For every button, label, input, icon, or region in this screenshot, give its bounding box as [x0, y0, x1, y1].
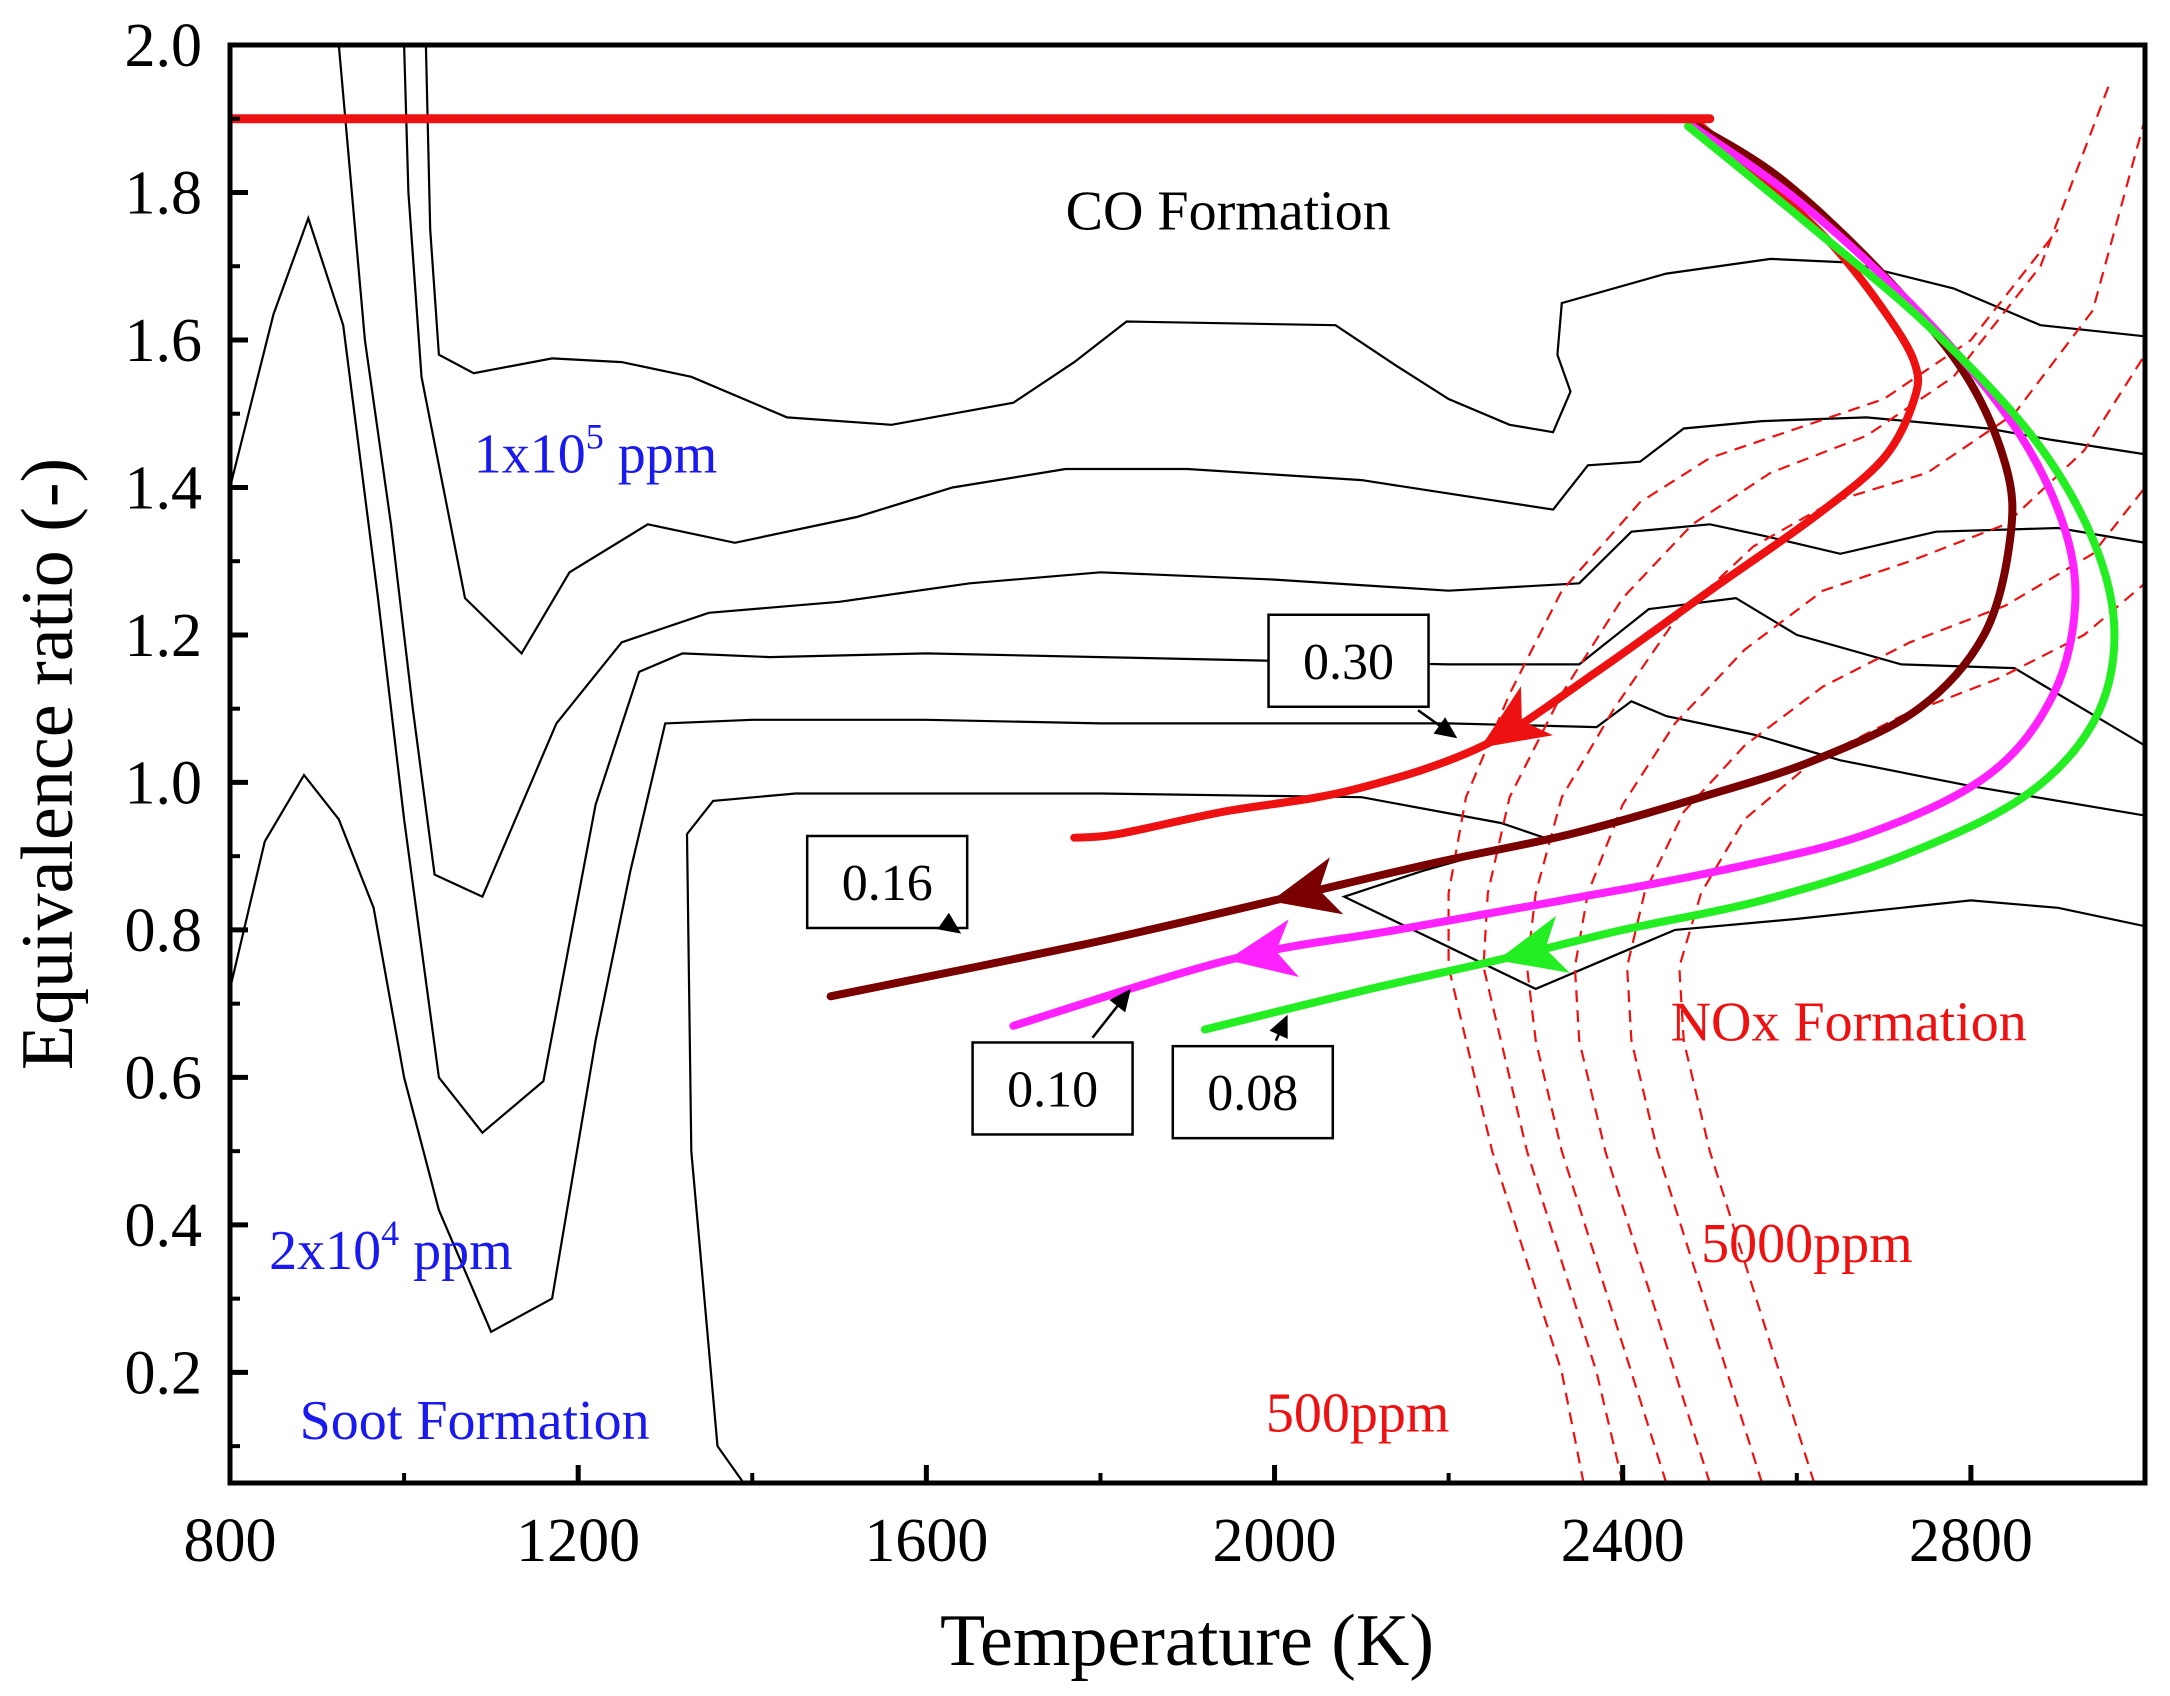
path-label-010: 0.10 [971, 988, 1134, 1136]
nox-contour-6 [1678, 582, 2145, 1483]
series-line-008 [1200, 122, 2119, 1034]
label-016-pointer-head [937, 912, 962, 934]
y-tick-label-2: 2.0 [125, 12, 203, 80]
co-contour-2 [403, 45, 2145, 656]
annotation-co-2e4: 2x104 ppm [269, 1213, 513, 1282]
label-010-pointer [1091, 999, 1124, 1039]
label-030-text: 0.30 [1303, 634, 1394, 691]
path-label-030: 0.30 [1267, 613, 1458, 739]
axis-ticks: 800 1200 1600 2000 2400 2800 0.2 0.4 0.6 0.8 1.0 1.… [125, 12, 2033, 1575]
path-series [230, 114, 2119, 1034]
x-tick-label-2000: 2000 [1213, 1507, 1337, 1575]
nox-contour-4 [1573, 354, 2145, 1483]
x-axis-title: Temperature (K) [940, 1600, 1434, 1682]
series-arrow-030 [1480, 686, 1553, 748]
series-arrow-016 [1270, 857, 1344, 915]
annotations: CO Formation 1x105 ppm 2x104 ppm Soot Forma… [269, 180, 2027, 1451]
co-contour-4 [230, 214, 2145, 1135]
x-tick-label-2800: 2800 [1909, 1507, 2033, 1575]
series-line-030 [1070, 122, 1923, 842]
y-tick-label-0.8: 0.8 [125, 897, 203, 965]
label-010-box [971, 1041, 1134, 1136]
series-line-016 [826, 122, 2017, 1001]
plot-frame [227, 42, 2148, 1486]
co-contour-5 [230, 700, 2145, 1334]
label-030-box [1267, 613, 1430, 709]
y-tick-label-1.2: 1.2 [125, 602, 203, 670]
nox-contour-5 [1625, 486, 2145, 1483]
label-016-text: 0.16 [842, 855, 933, 912]
annotation-soot-formation: Soot Formation [300, 1390, 650, 1452]
label-008-box [1171, 1044, 1335, 1140]
label-008-text: 0.08 [1207, 1065, 1298, 1122]
y-tick-label-0.6: 0.6 [125, 1044, 203, 1112]
y-tick-label-1: 1.0 [125, 749, 203, 817]
label-016-box [805, 834, 969, 930]
co-contour-3 [337, 45, 2145, 899]
label-030-pointer-head [1433, 717, 1458, 739]
y-tick-label-1.8: 1.8 [125, 159, 203, 227]
y-tick-label-0.4: 0.4 [125, 1192, 203, 1260]
path-label-008: 0.08 [1171, 1014, 1335, 1140]
label-010-pointer-head [1109, 988, 1131, 1013]
x-tick-label-800: 800 [184, 1507, 277, 1575]
label-008-pointer-head [1269, 1014, 1288, 1039]
annotation-nox-formation: NOx Formation [1671, 992, 2027, 1054]
annotation-co-formation: CO Formation [1066, 180, 1391, 242]
label-010-text: 0.10 [1007, 1061, 1098, 1118]
co-contour-1 [424, 45, 2145, 434]
y-tick-label-1.4: 1.4 [125, 454, 203, 522]
y-tick-label-0.2: 0.2 [125, 1339, 203, 1407]
y-tick-label-1.6: 1.6 [125, 307, 203, 375]
x-tick-label-2400: 2400 [1561, 1507, 1685, 1575]
path-label-016: 0.16 [805, 834, 969, 934]
annotation-co-1e5: 1x105 ppm [474, 417, 718, 486]
y-axis-title: Equivalence ratio (-) [7, 458, 89, 1070]
nox-contour-1 [1447, 228, 2059, 1483]
x-tick-label-1200: 1200 [516, 1507, 640, 1575]
series-arrow-010 [1227, 919, 1299, 978]
x-tick-label-1600: 1600 [864, 1507, 988, 1575]
annotation-nox-5000: 5000ppm [1701, 1213, 1913, 1275]
nox-contour-3 [1525, 118, 2145, 1483]
annotation-nox-500: 500ppm [1266, 1382, 1450, 1444]
series-arrow-008 [1497, 915, 1570, 973]
